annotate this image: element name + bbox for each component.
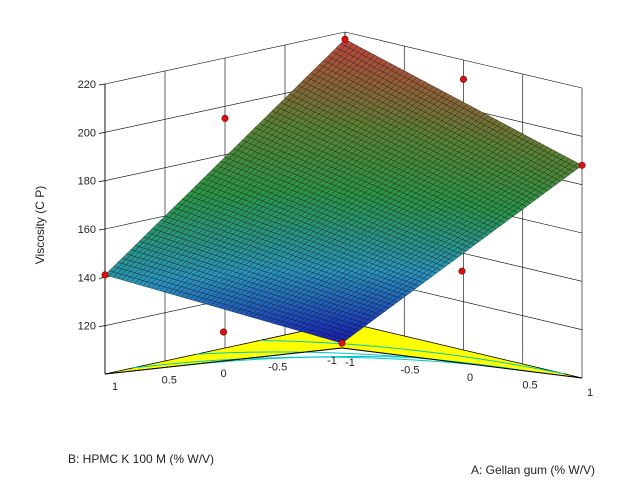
x-tick-label: -1: [345, 357, 355, 369]
tick-labels: 120 140 160 180 200 220 -1 -0.5 0 0.5 1 -1 -0.5 0 0.5 1: [78, 79, 593, 399]
x-tick-label: 0.5: [522, 380, 537, 392]
z-tick-label: 220: [78, 79, 96, 91]
y-tick-label: 1: [112, 381, 118, 393]
design-point: [578, 161, 586, 169]
design-point: [458, 267, 466, 275]
surface-mesh: [104, 39, 583, 344]
z-tick-label: 140: [78, 272, 96, 284]
z-tick-label: 120: [78, 321, 96, 333]
design-point: [221, 114, 229, 122]
z-tick-label: 180: [78, 176, 96, 188]
design-point: [341, 35, 349, 43]
design-points: [101, 35, 586, 347]
y-tick-label: -0.5: [268, 362, 287, 374]
design-point: [459, 75, 467, 83]
x-axis-label: A: Gellan gum (% W/V): [471, 463, 595, 477]
y-tick-label: 0.5: [162, 375, 177, 387]
y-tick-label: -1: [327, 355, 337, 367]
z-tick-label: 200: [78, 127, 96, 139]
design-point: [338, 339, 346, 347]
design-point: [101, 271, 109, 279]
x-tick-label: -0.5: [401, 365, 420, 377]
z-tick-label: 160: [78, 224, 96, 236]
y-tick-label: 0: [220, 368, 226, 380]
x-tick-label: 0: [467, 372, 473, 384]
x-tick-label: 1: [587, 387, 593, 399]
z-axis-label: Viscosity (C P): [33, 186, 47, 264]
y-axis-label: B: HPMC K 100 M (% W/V): [68, 452, 214, 466]
design-point: [220, 328, 228, 336]
